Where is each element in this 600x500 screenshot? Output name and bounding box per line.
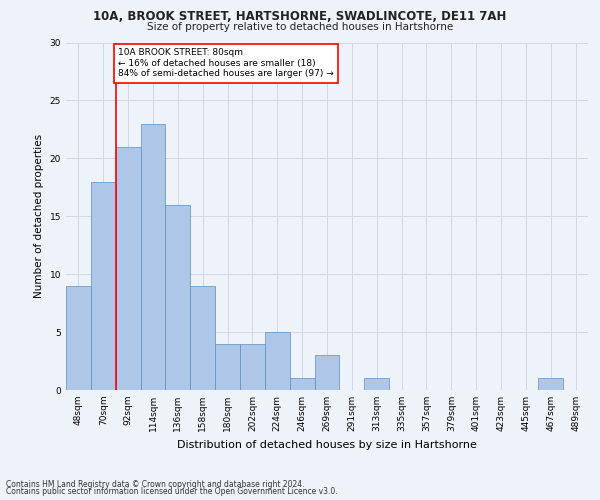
Bar xyxy=(190,286,215,390)
Text: Contains HM Land Registry data © Crown copyright and database right 2024.: Contains HM Land Registry data © Crown c… xyxy=(6,480,305,489)
Bar xyxy=(116,147,140,390)
X-axis label: Distribution of detached houses by size in Hartshorne: Distribution of detached houses by size … xyxy=(177,440,477,450)
Bar xyxy=(166,204,190,390)
Bar xyxy=(240,344,265,390)
Bar xyxy=(265,332,290,390)
Bar xyxy=(290,378,314,390)
Text: Size of property relative to detached houses in Hartshorne: Size of property relative to detached ho… xyxy=(147,22,453,32)
Text: 10A BROOK STREET: 80sqm
← 16% of detached houses are smaller (18)
84% of semi-de: 10A BROOK STREET: 80sqm ← 16% of detache… xyxy=(118,48,334,78)
Text: Contains public sector information licensed under the Open Government Licence v3: Contains public sector information licen… xyxy=(6,487,338,496)
Bar xyxy=(91,182,116,390)
Text: 10A, BROOK STREET, HARTSHORNE, SWADLINCOTE, DE11 7AH: 10A, BROOK STREET, HARTSHORNE, SWADLINCO… xyxy=(94,10,506,23)
Bar xyxy=(66,286,91,390)
Bar xyxy=(314,355,340,390)
Bar xyxy=(364,378,389,390)
Y-axis label: Number of detached properties: Number of detached properties xyxy=(34,134,44,298)
Bar xyxy=(538,378,563,390)
Bar xyxy=(215,344,240,390)
Bar xyxy=(140,124,166,390)
